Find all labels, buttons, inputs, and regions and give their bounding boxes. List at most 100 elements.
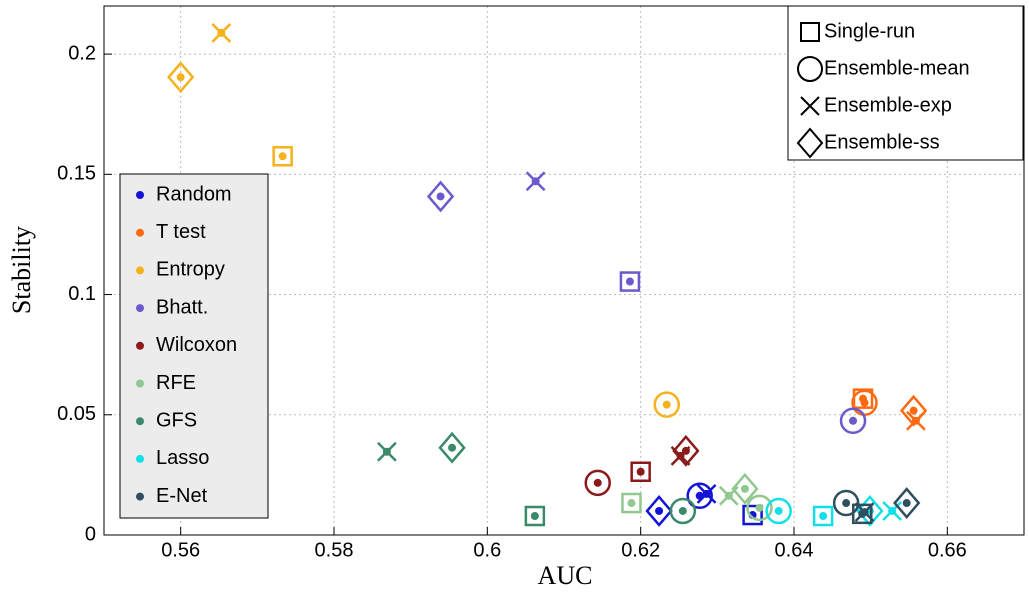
point <box>899 394 928 427</box>
x-tick-label: 0.66 <box>928 539 967 561</box>
point-dot <box>755 503 764 512</box>
point-dot <box>888 506 897 515</box>
y-tick-label: 0.2 <box>68 42 96 64</box>
legend-label: Lasso <box>156 447 209 469</box>
point <box>211 23 232 43</box>
legend-dot <box>136 191 144 199</box>
marker-diamond <box>438 431 466 464</box>
legend-label: RFE <box>156 372 196 394</box>
legend-dot <box>136 454 144 463</box>
marker-square <box>630 461 651 483</box>
legend-dot <box>136 379 144 388</box>
point-dot <box>702 489 711 498</box>
marker-circle <box>746 494 773 522</box>
point <box>167 61 195 94</box>
point <box>672 434 700 467</box>
point-dot <box>530 512 539 521</box>
point <box>524 505 546 527</box>
point-dot <box>176 73 185 82</box>
point-dot <box>655 506 664 515</box>
marker-circle <box>797 56 823 82</box>
point-dot <box>681 446 690 455</box>
point-dot <box>636 467 645 476</box>
marker-diamond <box>731 472 759 505</box>
marker-circle <box>765 497 792 525</box>
marker-circle <box>832 489 860 517</box>
point <box>630 461 651 483</box>
marker-square <box>272 146 293 167</box>
legend-label: Bhatt. <box>156 296 208 318</box>
marker-diamond <box>899 394 928 427</box>
point-dot <box>627 499 636 508</box>
point <box>619 271 641 292</box>
point-dot <box>909 406 918 415</box>
point <box>731 472 759 505</box>
y-tick-label: 0.15 <box>57 163 96 185</box>
point-dot <box>382 447 391 456</box>
point <box>272 146 293 167</box>
marker-diamond <box>167 61 195 94</box>
legend-dot <box>136 492 144 501</box>
legend-label: E-Net <box>156 485 208 507</box>
legend-label: T test <box>156 221 206 243</box>
legend-label: Single-run <box>824 20 915 42</box>
point-dot <box>278 152 287 161</box>
marker-circle <box>653 391 680 418</box>
y-tick-label: 0.1 <box>68 283 96 305</box>
series-legend: Random T test Entropy Bhatt. Wilcoxon RFE GFS L… <box>119 173 269 519</box>
x-tick-label: 0.62 <box>621 539 660 561</box>
point-dot <box>860 508 869 517</box>
point-dot <box>902 499 911 508</box>
point <box>882 501 903 521</box>
marker-legend: Single-run Ensemble-mean Ensemble-exp Ensem… <box>787 5 1024 161</box>
marker-square <box>621 492 642 514</box>
marker-circle <box>839 407 867 435</box>
marker-circle <box>584 469 611 497</box>
x-tick-label: 0.56 <box>161 539 200 561</box>
legend-dot <box>136 228 144 237</box>
point-dot <box>819 512 828 521</box>
point <box>584 469 611 497</box>
legend-box <box>787 5 1024 161</box>
legend-label: Ensemble-exp <box>824 94 952 116</box>
point-dot <box>724 491 733 500</box>
y-axis-label: Stability <box>7 226 36 314</box>
marker-diamond <box>672 434 700 467</box>
point-dot <box>593 478 602 487</box>
legend-label: Entropy <box>156 259 225 281</box>
point <box>438 431 466 464</box>
point <box>377 441 397 462</box>
marker-diamond <box>796 127 824 159</box>
legend-label: Ensemble-mean <box>824 57 970 79</box>
marker-x <box>800 96 820 116</box>
point <box>765 497 792 525</box>
legend-box <box>119 173 269 519</box>
point-dot <box>217 28 226 37</box>
legend-dot <box>136 266 144 275</box>
point <box>645 495 673 527</box>
marker-circle <box>669 497 697 525</box>
plot-frame <box>103 5 1025 536</box>
y-tick-label: 0.05 <box>57 403 96 425</box>
point-dot <box>860 398 869 407</box>
marker-square <box>742 504 763 526</box>
point <box>525 171 546 192</box>
marker-square <box>800 22 820 42</box>
marker-square <box>619 271 641 292</box>
point <box>854 502 875 523</box>
point <box>653 391 680 418</box>
point <box>696 483 717 504</box>
marker-diamond <box>856 495 884 527</box>
x-tick-label: 0.64 <box>775 539 814 561</box>
point-dot <box>849 416 858 425</box>
point <box>893 487 921 519</box>
point-dot <box>436 192 445 201</box>
y-tick-label: 0 <box>85 523 96 545</box>
point <box>839 407 867 435</box>
point-dot <box>774 506 783 515</box>
legend-label: Wilcoxon <box>156 334 237 356</box>
point-dot <box>448 443 457 452</box>
point-dot <box>662 400 671 409</box>
point-dot <box>740 484 749 493</box>
legend-dot <box>136 417 144 426</box>
